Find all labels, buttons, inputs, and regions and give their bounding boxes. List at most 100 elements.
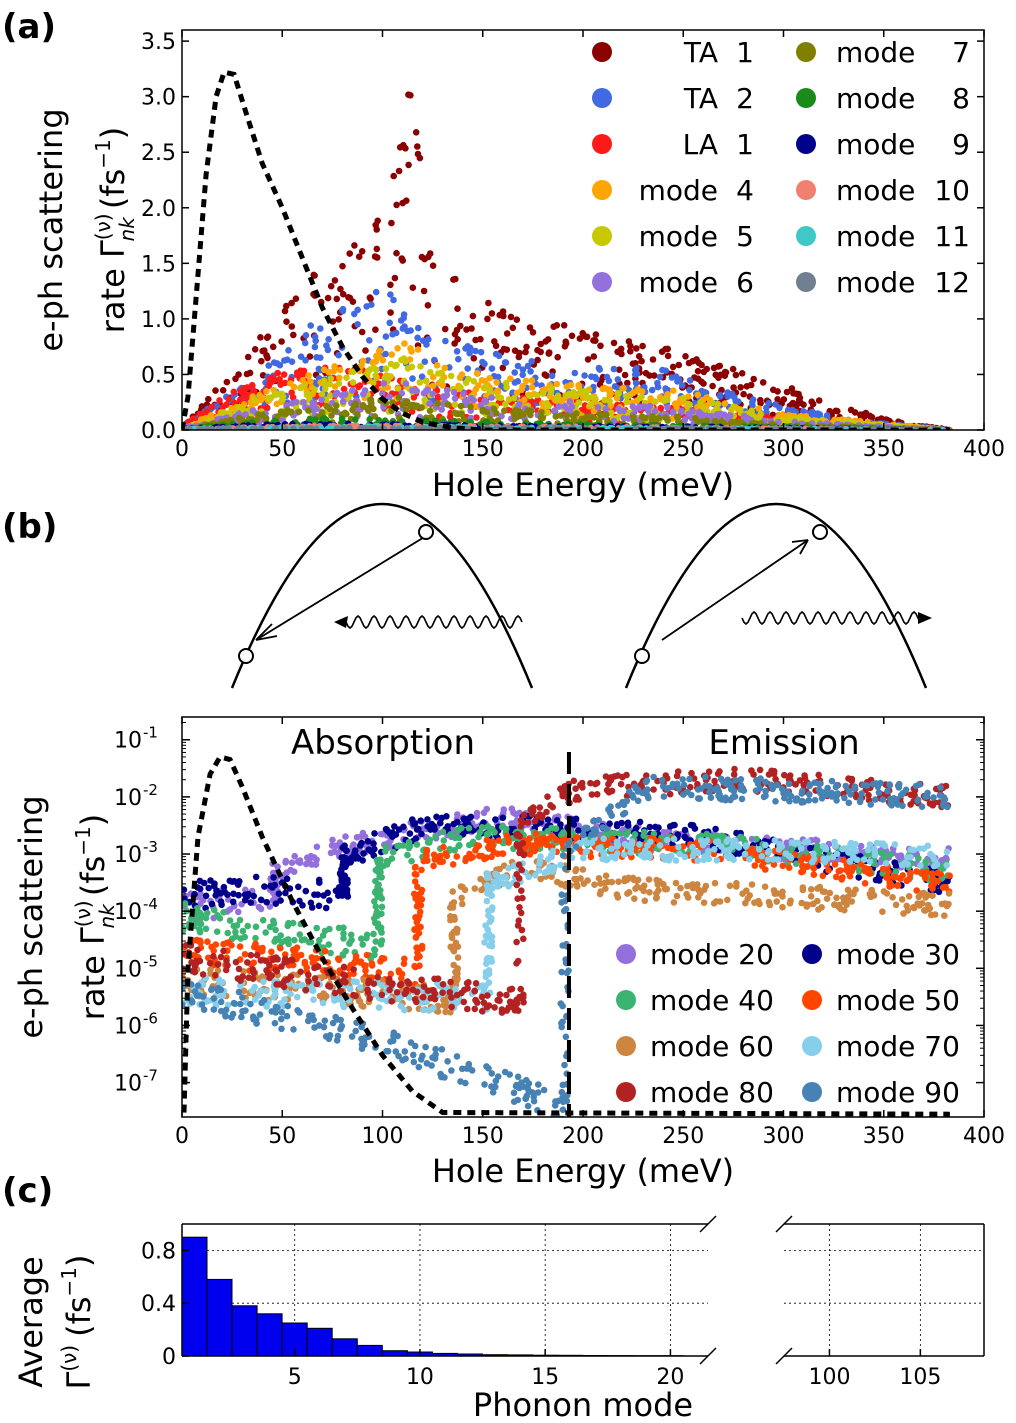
legend-marker [592, 226, 612, 246]
data-point [763, 404, 770, 412]
data-point [503, 330, 511, 337]
legend-item-mode-9: mode 9 [796, 128, 970, 161]
data-point [453, 410, 461, 418]
data-point [621, 371, 629, 379]
data-point [616, 830, 623, 837]
data-point [217, 898, 225, 905]
data-point [277, 944, 284, 952]
data-point [634, 386, 642, 393]
data-point [575, 399, 583, 406]
data-point [382, 825, 390, 833]
data-point [270, 874, 277, 881]
data-point [716, 391, 724, 399]
data-point [288, 299, 295, 307]
data-point [473, 813, 481, 820]
data-point [620, 414, 628, 422]
data-point [413, 841, 421, 848]
data-point [252, 923, 260, 931]
data-point [225, 395, 233, 403]
data-point [233, 922, 241, 929]
data-point [373, 908, 381, 916]
data-point [689, 822, 697, 829]
data-point [522, 348, 529, 356]
data-point [408, 401, 416, 409]
data-point [442, 850, 450, 857]
data-point [304, 854, 311, 861]
data-point [233, 425, 241, 430]
data-point [629, 413, 637, 421]
data-point [235, 414, 243, 422]
emission-diagram [624, 502, 932, 689]
data-point [640, 828, 648, 836]
data-point [195, 426, 203, 430]
data-point [330, 368, 338, 375]
data-point [655, 414, 663, 422]
data-point [349, 387, 356, 394]
data-point [495, 352, 503, 360]
data-point [542, 338, 549, 345]
data-point [324, 425, 331, 430]
data-point [892, 862, 900, 870]
data-point [543, 372, 550, 380]
data-point [235, 403, 243, 411]
legend-label: mode [836, 82, 915, 115]
data-point [395, 167, 403, 175]
data-point [552, 836, 560, 844]
data-point [340, 425, 348, 430]
data-point [779, 862, 787, 870]
emission-initial-state [634, 648, 650, 664]
data-point [550, 323, 557, 331]
data-point [324, 346, 332, 354]
data-point [807, 844, 814, 852]
data-point [478, 377, 486, 384]
data-point [928, 870, 936, 877]
data-point [358, 935, 365, 942]
data-point [662, 396, 670, 403]
data-point [287, 408, 295, 416]
data-point [584, 356, 592, 363]
data-point [635, 353, 643, 360]
data-point [363, 934, 370, 942]
data-point [205, 884, 212, 892]
data-point [652, 398, 659, 405]
data-point [295, 408, 303, 416]
data-point [343, 374, 350, 382]
data-point [717, 410, 725, 418]
data-point [212, 387, 219, 394]
data-point [273, 400, 281, 408]
legend-label-number: 4 [736, 174, 754, 207]
data-point [633, 365, 640, 372]
data-point [714, 400, 722, 408]
data-point [789, 406, 796, 414]
data-point [615, 366, 623, 374]
data-point [414, 346, 422, 353]
data-point [421, 396, 429, 404]
data-point [651, 407, 659, 415]
data-point [708, 412, 715, 420]
legend-item-la-1: LA 1 [592, 128, 754, 161]
data-point [351, 310, 358, 318]
data-point [472, 385, 480, 393]
data-point [282, 937, 289, 944]
data-point [680, 394, 687, 402]
data-point [380, 425, 388, 430]
data-point [430, 862, 437, 870]
data-point [247, 899, 254, 906]
data-point [395, 826, 403, 833]
data-point [275, 890, 283, 897]
data-point [395, 394, 403, 401]
panel-a-ylabel-line1: e-ph scattering [32, 108, 70, 351]
data-point [789, 399, 797, 407]
data-point [709, 399, 716, 407]
data-point [721, 400, 729, 408]
data-point [638, 357, 645, 365]
data-point [511, 369, 518, 376]
data-point [313, 924, 321, 932]
data-point [420, 390, 428, 397]
data-point [572, 392, 580, 400]
data-point [301, 339, 309, 347]
data-point [712, 825, 719, 833]
data-point [241, 951, 249, 958]
data-point [268, 948, 275, 956]
data-point [455, 826, 462, 834]
